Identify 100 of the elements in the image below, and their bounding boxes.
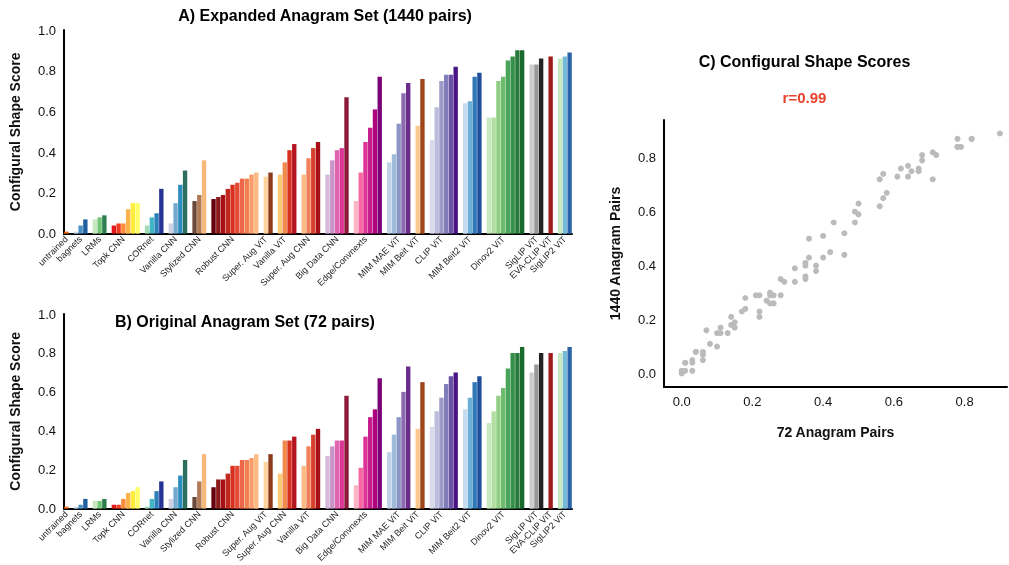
bar [462,103,468,234]
bar [173,487,178,509]
bar [239,459,245,509]
x-tick-label: 0.4 [814,394,833,409]
bar [538,58,544,234]
y-tick-label: 0.2 [37,462,56,478]
bar [92,500,98,509]
bar [500,76,506,234]
bar [235,182,240,234]
bar [406,366,411,509]
y-tick-label: 0.0 [637,366,656,382]
bar [500,387,506,509]
bar [396,123,401,234]
bar [263,461,268,509]
bar [377,76,382,234]
bar [491,411,496,509]
bar [496,395,501,509]
bar [515,352,520,509]
bar [420,78,425,234]
x-tick-label: 0.0 [672,394,691,409]
bar [391,154,397,234]
bar [505,368,511,509]
chart-title: B) Original Anagram Set (72 pairs) [115,312,375,330]
bar [339,148,344,234]
bar [230,465,235,509]
bar [444,384,449,509]
bar [358,172,363,234]
bar [121,223,126,234]
bar [154,491,159,509]
bar [306,446,311,509]
bar [292,144,297,234]
bar [182,459,188,509]
bar [496,80,501,234]
bar [182,170,188,234]
bar [168,498,174,509]
bar [277,473,283,509]
y-tick-label: 0.6 [37,103,56,119]
y-tick-label: 0.8 [37,345,56,361]
x-axis-title: 72 Anagram Pairs [776,424,895,440]
bar [116,504,121,509]
bar [159,188,164,234]
bar [519,347,525,509]
bar [225,188,230,234]
bar [249,458,254,509]
bar [235,465,240,509]
bar [97,217,102,234]
x-tick-label: 0.8 [955,394,974,409]
bar [472,382,477,509]
bar [197,481,202,509]
bar [325,174,330,234]
bar [538,352,544,509]
bar [102,498,107,509]
bar [192,201,197,234]
bar [121,498,126,509]
bar [339,440,344,509]
y-tick-label: 1.0 [37,306,56,322]
bar [510,56,515,234]
bar [263,176,268,234]
bar [220,479,226,509]
bar [529,64,534,234]
bar [220,194,226,234]
bar [429,426,435,509]
chart-title: C) Configural Shape Scores [698,52,911,70]
bar [372,109,378,234]
bar [325,456,330,509]
bar [83,219,88,234]
bar [557,58,563,234]
bar [287,440,292,509]
bar [301,174,306,234]
y-tick-label: 0.8 [637,150,656,166]
x-tick-label: 0.6 [884,394,903,409]
bar [225,473,230,509]
bar [130,491,136,509]
bar [125,209,131,234]
y-axis-title: Configural Shape Score [7,331,23,491]
bar [562,56,568,234]
bar [78,225,83,234]
bar [216,196,221,234]
bar [448,74,454,234]
bar [363,142,368,234]
bar [548,56,553,234]
bar [178,475,183,509]
bar [83,498,88,509]
bar [277,174,283,234]
bar [230,184,235,234]
bar [197,194,202,234]
y-tick-label: 0.2 [637,312,656,328]
bar [567,347,572,509]
bar [567,52,572,234]
bar [353,201,359,234]
y-tick-label: 0.8 [37,63,56,79]
bar [467,397,473,509]
bar [344,395,349,509]
bar [406,82,411,234]
bar [282,162,287,234]
bar [116,223,121,234]
bar [192,496,197,509]
bar [557,352,563,509]
bar [505,60,511,234]
bar [315,142,321,234]
